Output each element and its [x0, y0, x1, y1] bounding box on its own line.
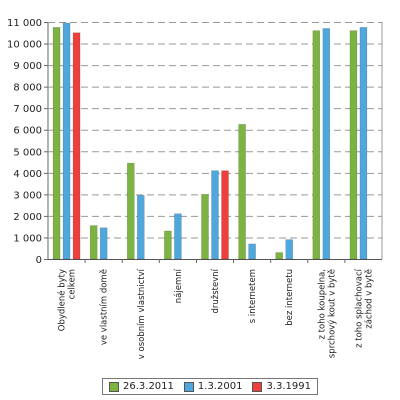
legend-label: 26.3.2011 — [123, 381, 174, 392]
bar — [174, 213, 182, 260]
x-category-label-line: ve vlastním domě — [100, 269, 110, 345]
bar — [52, 27, 61, 260]
y-tick-label: 1 000 — [13, 233, 42, 244]
bar — [221, 170, 229, 260]
bar — [322, 28, 331, 260]
legend-item: 26.3.2011 — [109, 381, 174, 392]
x-category-label: družstevní — [211, 268, 221, 313]
x-category-label: Obydlené byty celkem — [57, 269, 78, 331]
y-tick-label: 0 — [36, 255, 42, 266]
y-tick-label: 6 000 — [13, 126, 42, 137]
legend-swatch — [183, 381, 194, 392]
x-category-label-line: družstevní — [211, 268, 221, 313]
x-category-label-line: z toho splachovací — [354, 268, 364, 348]
x-category-label: v osobním vlastnictví — [137, 268, 147, 359]
x-category-label-line: celkem — [68, 269, 78, 299]
bar — [248, 243, 256, 260]
bar — [164, 230, 172, 260]
bar — [127, 162, 135, 260]
bar — [201, 194, 209, 260]
legend-swatch — [109, 381, 119, 392]
x-category-label-line: bez internetu — [285, 269, 295, 326]
x-category-label-line: s internetem — [248, 269, 258, 323]
legend-swatch — [252, 381, 263, 392]
bar — [285, 239, 293, 260]
x-category-label: ve vlastním domě — [100, 269, 110, 345]
bar — [211, 170, 219, 260]
y-tick-label: 9 000 — [13, 61, 42, 72]
y-tick-label: 5 000 — [13, 147, 42, 158]
bar — [359, 27, 368, 260]
x-category-label-line: sprchový kout v bytě — [327, 269, 337, 358]
bar — [275, 252, 283, 260]
x-category-label-line: Obydlené byty — [57, 269, 68, 331]
bar — [72, 32, 81, 260]
y-tick-label: 10 000 — [7, 40, 42, 51]
bar — [312, 30, 321, 260]
x-category-label-line: nájemní — [174, 268, 184, 303]
x-category-label-line: z toho koupelna, — [317, 269, 327, 339]
y-tick-label: 2 000 — [13, 212, 42, 223]
x-category-label: z toho koupelna, sprchový kout v bytě — [317, 269, 337, 358]
bar — [62, 22, 71, 260]
x-category-label-line: v osobním vlastnictví — [137, 268, 147, 359]
x-category-label-line: záchod v bytě — [364, 269, 374, 329]
bar-chart: 0 1 000 2 000 3 000 4 000 5 000 6 000 7 000 8 00… — [7, 18, 383, 359]
x-category-label: s internetem — [248, 269, 258, 323]
legend: 26.3.2011 1.3.2001 3.3.1991 — [102, 378, 318, 395]
bar — [238, 124, 246, 260]
legend-item: 1.3.2001 — [183, 381, 243, 392]
y-tick-label: 3 000 — [13, 190, 42, 201]
y-tick-label: 4 000 — [13, 169, 42, 180]
legend-item: 3.3.1991 — [252, 381, 311, 392]
bar — [99, 227, 108, 260]
bar — [89, 225, 98, 260]
x-category-label: nájemní — [174, 268, 184, 303]
legend-label: 1.3.2001 — [197, 381, 243, 392]
bar — [137, 195, 145, 260]
legend-label: 3.3.1991 — [266, 381, 311, 392]
y-tick-label: 11 000 — [7, 18, 42, 29]
x-category-label: z toho splachovací záchod v bytě — [354, 268, 374, 348]
x-category-label: bez internetu — [285, 269, 295, 326]
y-tick-label: 8 000 — [13, 83, 42, 94]
y-tick-label: 7 000 — [13, 104, 42, 115]
bar — [349, 30, 358, 260]
